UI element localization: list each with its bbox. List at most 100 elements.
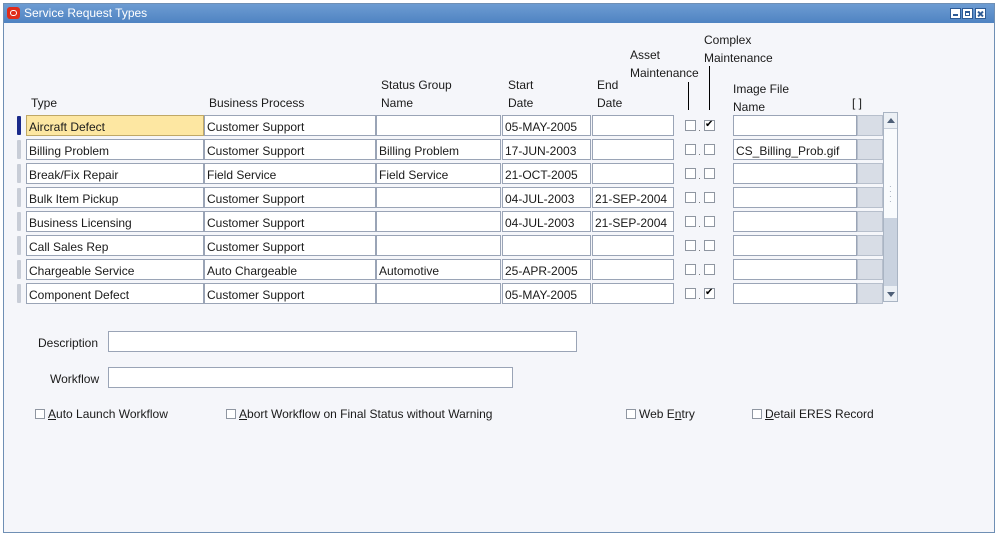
type-cell[interactable]: Call Sales Rep — [26, 235, 204, 256]
type-cell[interactable]: Business Licensing — [26, 211, 204, 232]
status-group-cell[interactable] — [376, 235, 501, 256]
col-header-start-1: Start — [508, 78, 534, 92]
detail-eres-record-checkbox[interactable]: Detail ERES Record — [752, 407, 874, 421]
row-indicator[interactable] — [17, 140, 21, 159]
business-process-cell[interactable]: Auto Chargeable — [204, 259, 376, 280]
row-indicator[interactable] — [17, 236, 21, 255]
image-file-cell[interactable] — [733, 259, 857, 280]
end-date-cell[interactable] — [592, 163, 674, 184]
end-date-cell[interactable] — [592, 115, 674, 136]
image-file-cell[interactable] — [733, 115, 857, 136]
col-header-type: Type — [31, 96, 58, 110]
asset-maintenance-checkbox[interactable] — [685, 240, 696, 251]
complex-maintenance-checkbox[interactable] — [704, 264, 715, 275]
row-indicator[interactable] — [17, 284, 21, 303]
business-process-cell[interactable]: Customer Support — [204, 139, 376, 160]
asset-maintenance-checkbox[interactable] — [685, 216, 696, 227]
asset-maintenance-checkbox[interactable] — [685, 168, 696, 179]
asset-maintenance-checkbox[interactable] — [685, 192, 696, 203]
business-process-cell[interactable]: Field Service — [204, 163, 376, 184]
scrollbar-thumb[interactable]: · · · · — [884, 128, 897, 220]
type-cell[interactable]: Billing Problem — [26, 139, 204, 160]
image-file-cell[interactable]: CS_Billing_Prob.gif — [733, 139, 857, 160]
scrollbar-track[interactable] — [884, 218, 897, 286]
image-file-cell[interactable] — [733, 163, 857, 184]
complex-maintenance-checkbox[interactable] — [704, 120, 715, 131]
start-date-cell[interactable] — [502, 235, 591, 256]
scroll-down-icon[interactable] — [887, 292, 895, 297]
type-cell[interactable]: Chargeable Service — [26, 259, 204, 280]
asset-maintenance-checkbox[interactable] — [685, 288, 696, 299]
end-date-cell[interactable] — [592, 283, 674, 304]
folder-tools-icon[interactable]: [ ] — [852, 96, 863, 110]
auto-launch-workflow-checkbox[interactable]: Auto Launch Workflow — [35, 407, 168, 421]
workflow-field[interactable] — [108, 367, 513, 388]
complex-maintenance-checkbox[interactable] — [704, 216, 715, 227]
minimize-icon[interactable] — [950, 8, 961, 19]
detail-eres-checkbox-box[interactable] — [752, 409, 762, 419]
row-indicator[interactable] — [17, 116, 21, 135]
auto-launch-mnemonic: A — [48, 407, 57, 421]
image-file-cell[interactable] — [733, 235, 857, 256]
start-date-cell[interactable]: 17-JUN-2003 — [502, 139, 591, 160]
complex-maintenance-checkbox[interactable] — [704, 168, 715, 179]
image-file-cell[interactable] — [733, 187, 857, 208]
complex-maintenance-checkbox[interactable] — [704, 144, 715, 155]
status-group-cell[interactable] — [376, 187, 501, 208]
start-date-cell[interactable]: 05-MAY-2005 — [502, 283, 591, 304]
status-group-cell[interactable]: Automotive — [376, 259, 501, 280]
complex-maintenance-checkbox[interactable] — [704, 288, 715, 299]
web-entry-checkbox[interactable]: Web Entry — [626, 407, 695, 421]
asset-maintenance-checkbox[interactable] — [685, 120, 696, 131]
abort-label: bort Workflow on Final Status without Wa… — [247, 407, 493, 421]
type-cell[interactable]: Aircraft Defect — [26, 115, 204, 136]
row-extra-cell — [857, 139, 883, 160]
close-icon[interactable] — [975, 8, 986, 19]
status-group-cell[interactable] — [376, 283, 501, 304]
business-process-cell[interactable]: Customer Support — [204, 283, 376, 304]
end-date-cell[interactable] — [592, 259, 674, 280]
maximize-icon[interactable] — [962, 8, 973, 19]
status-group-cell[interactable] — [376, 211, 501, 232]
end-date-cell[interactable]: 21-SEP-2004 — [592, 187, 674, 208]
end-date-cell[interactable]: 21-SEP-2004 — [592, 211, 674, 232]
business-process-cell[interactable]: Customer Support — [204, 187, 376, 208]
asset-maintenance-checkbox[interactable] — [685, 264, 696, 275]
checkbox-separator — [699, 226, 700, 227]
complex-maintenance-checkbox[interactable] — [704, 240, 715, 251]
abort-workflow-checkbox-box[interactable] — [226, 409, 236, 419]
row-indicator[interactable] — [17, 260, 21, 279]
start-date-cell[interactable]: 21-OCT-2005 — [502, 163, 591, 184]
image-file-cell[interactable] — [733, 211, 857, 232]
web-entry-checkbox-box[interactable] — [626, 409, 636, 419]
status-group-cell[interactable]: Field Service — [376, 163, 501, 184]
start-date-cell[interactable]: 25-APR-2005 — [502, 259, 591, 280]
start-date-cell[interactable]: 05-MAY-2005 — [502, 115, 591, 136]
scroll-up-icon[interactable] — [887, 118, 895, 123]
business-process-cell[interactable]: Customer Support — [204, 115, 376, 136]
table-vertical-scrollbar[interactable]: · · · · — [883, 112, 898, 302]
row-indicator[interactable] — [17, 212, 21, 231]
end-date-cell[interactable] — [592, 139, 674, 160]
abort-workflow-checkbox[interactable]: Abort Workflow on Final Status without W… — [226, 407, 492, 421]
start-date-cell[interactable]: 04-JUL-2003 — [502, 187, 591, 208]
status-group-cell[interactable] — [376, 115, 501, 136]
image-file-cell[interactable] — [733, 283, 857, 304]
auto-launch-checkbox-box[interactable] — [35, 409, 45, 419]
row-indicator[interactable] — [17, 164, 21, 183]
end-date-cell[interactable] — [592, 235, 674, 256]
type-cell[interactable]: Break/Fix Repair — [26, 163, 204, 184]
start-date-cell[interactable]: 04-JUL-2003 — [502, 211, 591, 232]
complex-maintenance-checkbox[interactable] — [704, 192, 715, 203]
business-process-cell[interactable]: Customer Support — [204, 235, 376, 256]
status-group-cell[interactable]: Billing Problem — [376, 139, 501, 160]
business-process-cell[interactable]: Customer Support — [204, 211, 376, 232]
type-cell[interactable]: Component Defect — [26, 283, 204, 304]
web-entry-mnemonic: n — [674, 407, 682, 421]
checkbox-separator — [699, 274, 700, 275]
row-indicator[interactable] — [17, 188, 21, 207]
auto-launch-label: uto Launch Workflow — [56, 407, 168, 421]
asset-maintenance-checkbox[interactable] — [685, 144, 696, 155]
type-cell[interactable]: Bulk Item Pickup — [26, 187, 204, 208]
description-field[interactable] — [108, 331, 577, 352]
